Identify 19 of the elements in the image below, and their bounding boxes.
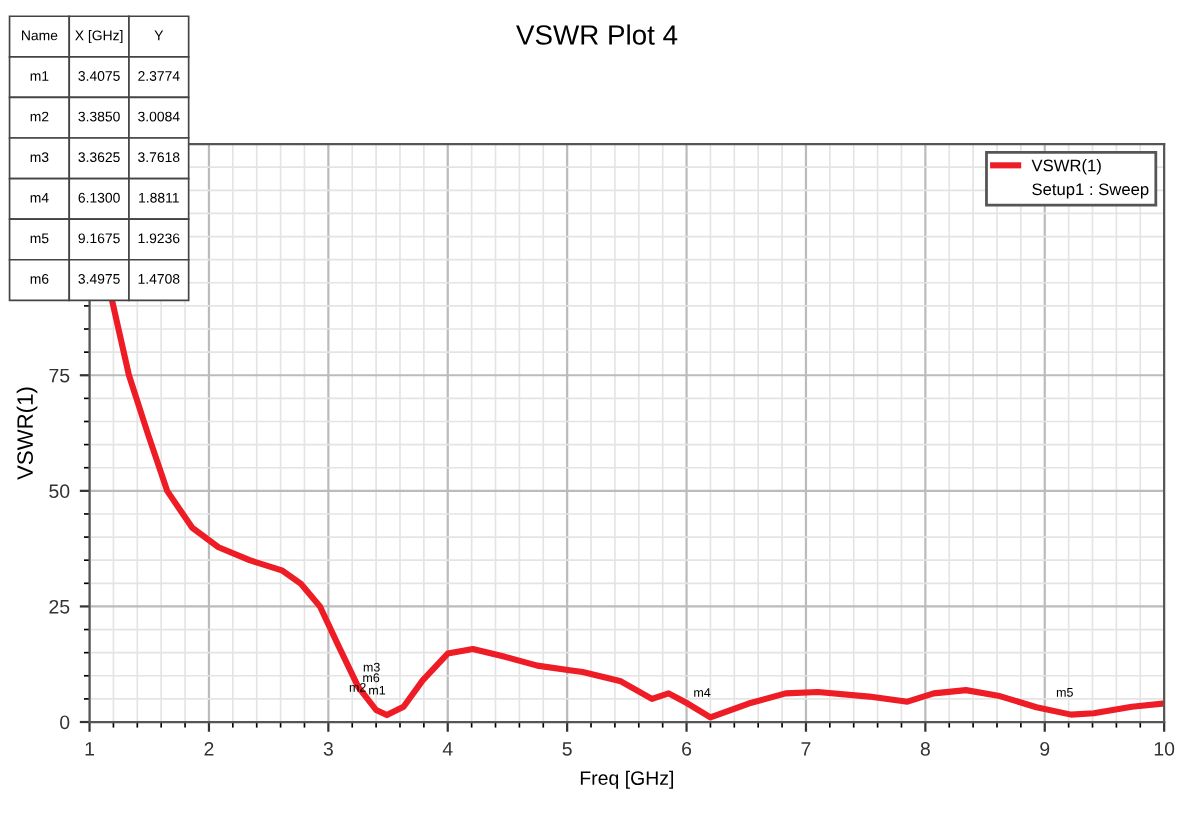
x-tick-label: 8 bbox=[920, 741, 930, 756]
x-tick-label: 10 bbox=[1154, 741, 1175, 756]
x-tick-label: 6 bbox=[682, 741, 692, 756]
y-tick-label: 25 bbox=[49, 599, 70, 614]
y-tick-label: 0 bbox=[60, 715, 70, 730]
x-tick-label: 1 bbox=[85, 742, 95, 756]
x-tick-label: 3 bbox=[323, 741, 333, 756]
chart-title: VSWR Plot 4 bbox=[516, 24, 678, 45]
legend-label: VSWR(1) bbox=[1031, 159, 1101, 175]
annotation: Setup1 : Sweep bbox=[1032, 183, 1149, 199]
x-tick-label: 7 bbox=[801, 742, 811, 756]
x-tick-label: 9 bbox=[1040, 741, 1050, 756]
x-axis-title: Freq [GHz] bbox=[580, 770, 674, 789]
y-tick-label: 50 bbox=[49, 484, 70, 499]
y-tick-label: 75 bbox=[49, 368, 70, 383]
x-tick-label: 4 bbox=[442, 742, 453, 756]
x-tick-label: 5 bbox=[562, 742, 572, 756]
y-axis-title: VSWR(1) bbox=[16, 387, 38, 480]
x-tick-label: 2 bbox=[204, 741, 214, 756]
